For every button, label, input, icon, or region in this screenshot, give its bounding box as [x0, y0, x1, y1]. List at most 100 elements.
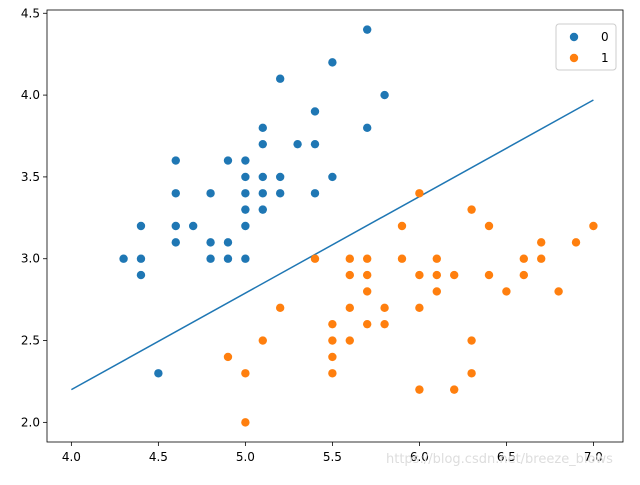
- point-class-0: [241, 156, 250, 165]
- point-class-0: [223, 254, 233, 263]
- legend-label: 1: [601, 51, 609, 65]
- point-class-1: [328, 319, 337, 329]
- point-class-0: [258, 139, 267, 149]
- point-class-0: [241, 254, 250, 263]
- point-class-0: [380, 90, 389, 100]
- legend-label: 0: [601, 30, 609, 44]
- point-class-1: [467, 369, 476, 378]
- point-class-1: [275, 303, 285, 313]
- point-class-1: [328, 352, 337, 362]
- y-tick-label: 2.5: [21, 334, 40, 348]
- point-class-1: [362, 287, 372, 296]
- point-class-1: [467, 336, 476, 345]
- point-class-1: [571, 238, 581, 247]
- x-tick-label: 4.5: [149, 450, 168, 464]
- point-class-0: [171, 221, 180, 231]
- x-tick-label: 6.0: [410, 450, 429, 464]
- axes: 4.0 4.5 5.0 5.5 6.0 6.5 7.0 2.0 2.5 3.0 3.5 4.0 4.5: [21, 6, 624, 464]
- point-class-0: [310, 189, 320, 198]
- point-class-0: [241, 221, 250, 231]
- point-class-1: [345, 336, 354, 345]
- point-class-1: [241, 418, 250, 427]
- point-class-1: [450, 270, 459, 280]
- point-class-1: [241, 369, 250, 378]
- point-class-1: [450, 385, 459, 394]
- point-class-0: [310, 107, 320, 116]
- point-class-0: [275, 172, 285, 182]
- x-tick-label: 5.5: [323, 450, 342, 464]
- boundary-line: [70, 99, 594, 391]
- point-class-0: [362, 123, 372, 133]
- point-class-1: [415, 303, 424, 313]
- legend-marker: [569, 32, 579, 42]
- point-class-0: [206, 189, 215, 198]
- y-tick-label: 2.0: [21, 415, 40, 429]
- x-tick-label: 4.0: [62, 450, 81, 464]
- plot-frame: [46, 9, 624, 443]
- y-tick-label: 4.5: [21, 6, 40, 20]
- x-tick-label: 6.5: [497, 450, 516, 464]
- point-class-1: [397, 254, 407, 263]
- legend-marker: [569, 53, 579, 63]
- watermark-text: https://blog.csdn.net/breeze_blows: [386, 452, 613, 467]
- point-class-0: [171, 156, 180, 165]
- point-class-0: [154, 369, 163, 378]
- point-class-1: [328, 336, 337, 345]
- point-class-0: [328, 58, 337, 67]
- point-class-1: [502, 287, 511, 296]
- point-class-1: [415, 270, 424, 280]
- point-class-1: [362, 319, 372, 329]
- point-class-0: [206, 238, 215, 247]
- point-class-0: [188, 221, 198, 231]
- point-class-1: [484, 270, 494, 280]
- point-class-0: [136, 270, 146, 280]
- point-class-0: [223, 238, 233, 247]
- point-class-1: [223, 352, 233, 362]
- y-tick-label: 3.5: [21, 170, 40, 184]
- point-class-1: [415, 189, 424, 198]
- point-class-0: [362, 25, 372, 34]
- point-class-1: [362, 270, 372, 280]
- point-class-1: [589, 221, 598, 231]
- point-class-0: [275, 74, 285, 83]
- x-tick-label: 5.0: [236, 450, 255, 464]
- point-class-1: [397, 221, 407, 231]
- point-class-0: [258, 172, 267, 182]
- point-class-0: [171, 189, 180, 198]
- point-class-0: [119, 254, 128, 263]
- point-class-1: [380, 303, 389, 313]
- point-class-1: [345, 254, 354, 263]
- point-class-0: [241, 172, 250, 182]
- point-class-1: [328, 369, 337, 378]
- point-class-1: [345, 303, 354, 313]
- point-class-0: [293, 139, 302, 149]
- y-tick-label: 3.0: [21, 252, 40, 266]
- point-class-0: [136, 221, 146, 231]
- point-class-0: [310, 139, 320, 149]
- y-tick-label: 4.0: [21, 88, 40, 102]
- point-class-1: [537, 238, 546, 247]
- point-class-0: [206, 254, 215, 263]
- point-class-0: [223, 156, 233, 165]
- point-class-0: [171, 238, 180, 247]
- point-class-1: [537, 254, 546, 263]
- point-class-1: [554, 287, 563, 296]
- point-class-1: [258, 336, 267, 345]
- point-class-0: [258, 205, 267, 214]
- point-class-0: [328, 172, 337, 182]
- point-class-0: [258, 123, 267, 133]
- point-class-1: [380, 319, 389, 329]
- point-class-1: [484, 221, 494, 231]
- point-class-0: [275, 189, 285, 198]
- point-class-1: [519, 270, 529, 280]
- point-class-0: [258, 189, 267, 198]
- point-class-1: [432, 287, 442, 296]
- x-tick-label: 7.0: [584, 450, 603, 464]
- point-class-1: [415, 385, 424, 394]
- point-class-1: [362, 254, 372, 263]
- plot-area: [70, 25, 598, 427]
- point-class-1: [519, 254, 529, 263]
- point-class-1: [467, 205, 476, 214]
